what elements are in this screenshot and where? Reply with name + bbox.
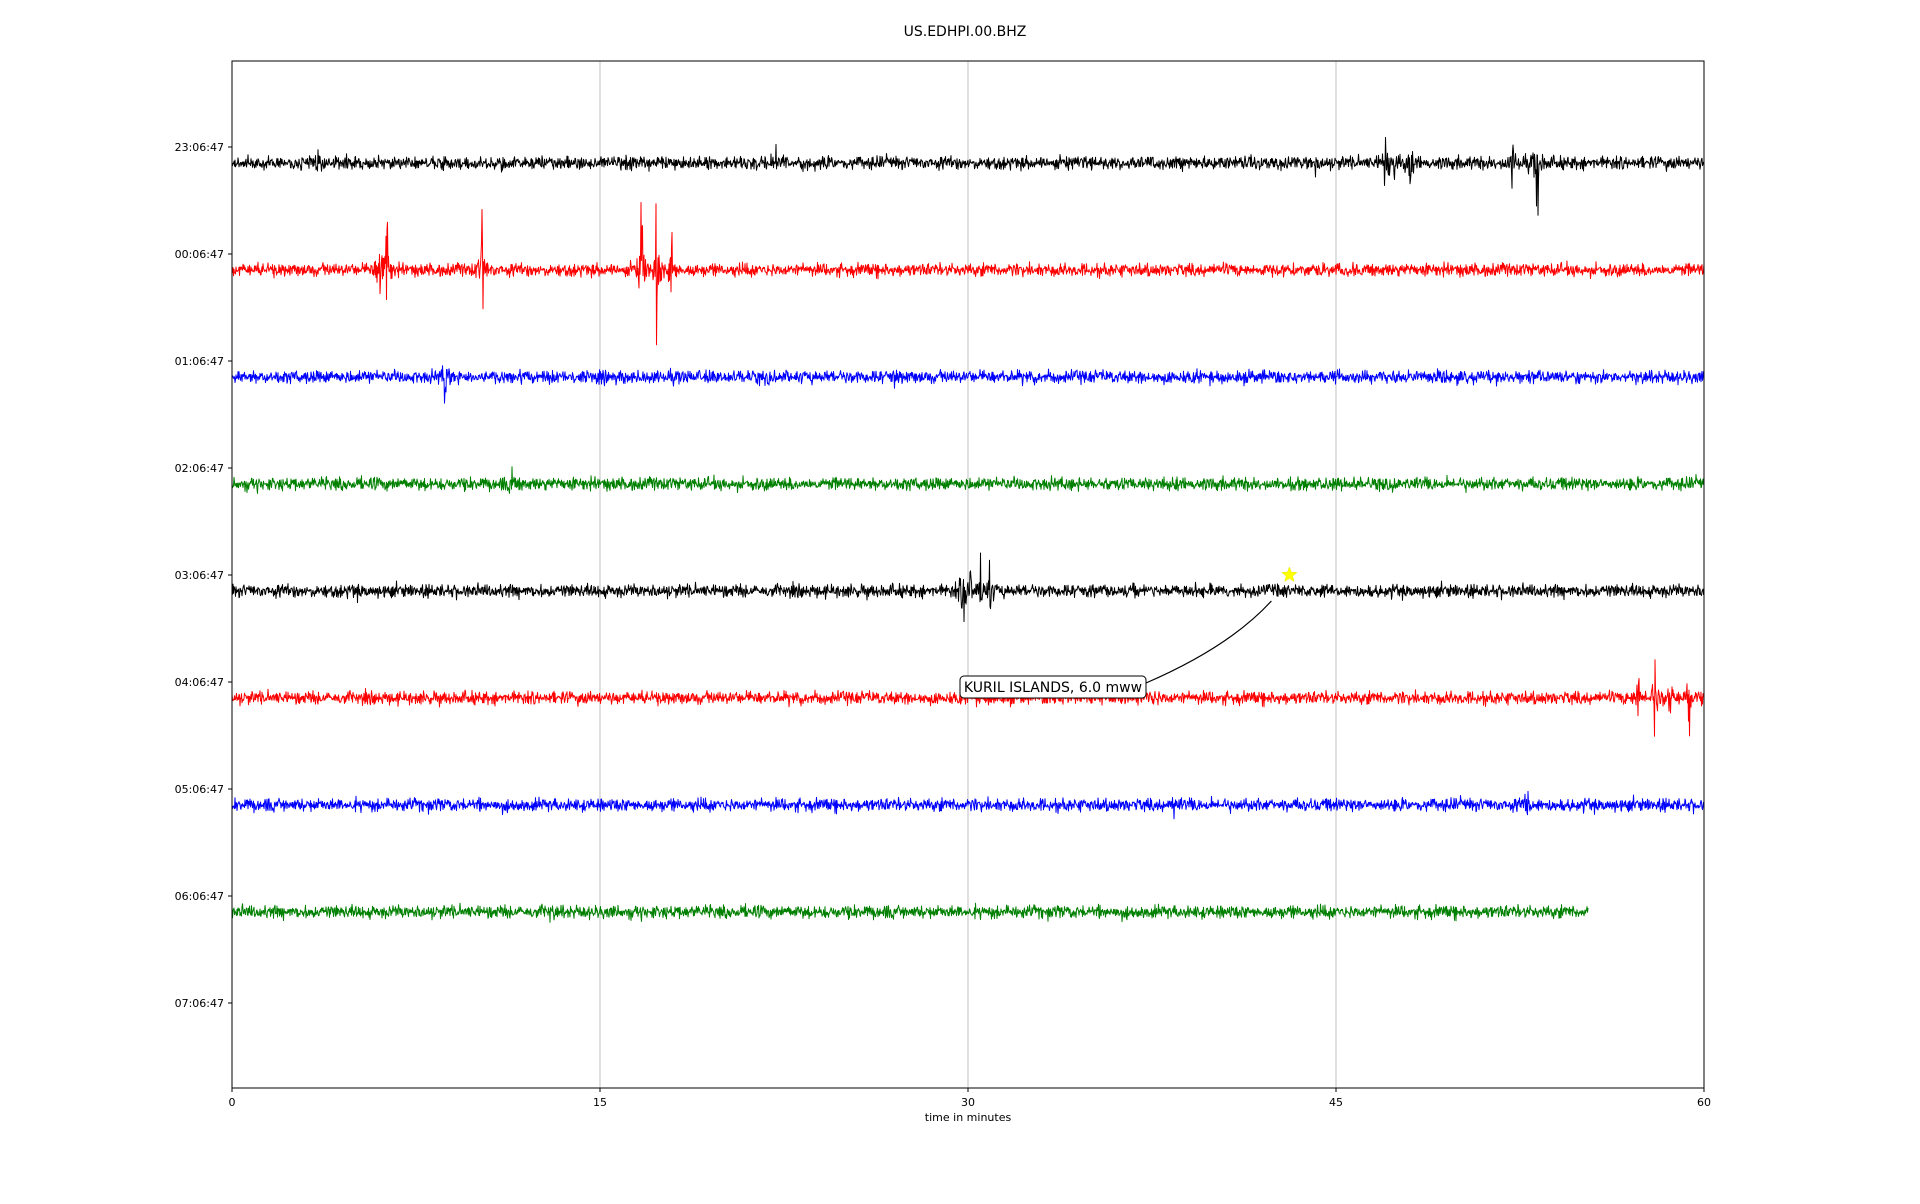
x-tick-label: 60 [1697,1096,1711,1109]
annotation-layer: KURIL ISLANDS, 6.0 mww [959,566,1298,699]
x-tick-label: 30 [961,1096,975,1109]
trace-line [231,552,1705,623]
trace-line [231,136,1705,216]
trace-line [231,202,1705,346]
y-tick-label: 02:06:47 [175,462,224,475]
x-tick-label: 15 [593,1096,607,1109]
x-axis-label: time in minutes [925,1111,1012,1124]
y-tick-label: 06:06:47 [175,890,224,903]
y-tick-label: 03:06:47 [175,569,224,582]
x-tick-label: 0 [229,1096,236,1109]
grid-layer [599,61,1337,1088]
y-tick-label: 07:06:47 [175,997,224,1010]
y-tick-label: 01:06:47 [175,355,224,368]
annotation-connector [1145,600,1272,684]
y-tick-label: 23:06:47 [175,141,224,154]
event-star-icon [1281,566,1298,583]
trace-line [231,466,1705,494]
y-tick-label: 04:06:47 [175,676,224,689]
y-tick-layer: 23:06:47 00:06:47 01:06:47 02:06:47 03:06:47… [175,141,232,1010]
trace-line [231,902,1589,923]
y-tick-label: 00:06:47 [175,248,224,261]
annotation-box [959,675,1147,699]
chart-title: US.EDHPI.00.BHZ [904,24,1027,40]
annotation-label: KURIL ISLANDS, 6.0 mww [964,680,1142,696]
x-tick-label: 45 [1329,1096,1343,1109]
trace-line [231,790,1705,820]
trace-line [231,365,1705,404]
x-tick-layer: 0 15 30 45 60 [229,1088,1711,1109]
y-tick-label: 05:06:47 [175,783,224,796]
